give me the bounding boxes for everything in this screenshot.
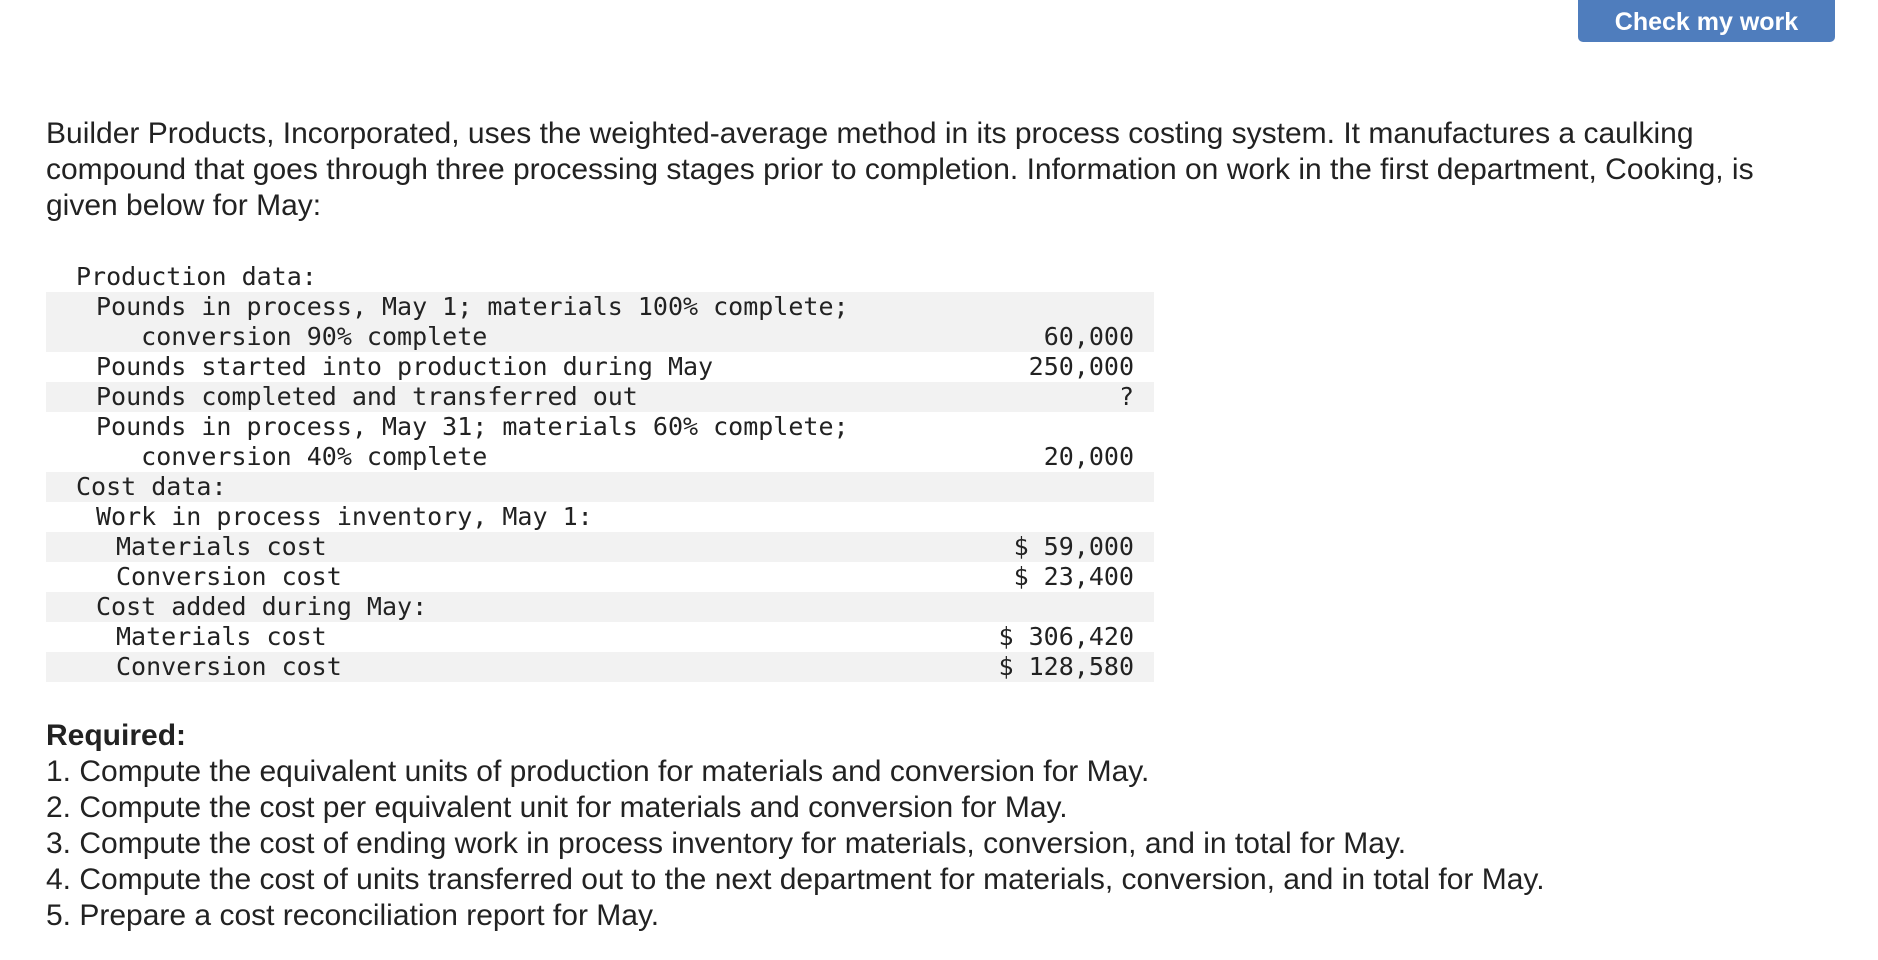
table-row-value: 250,000 [1028, 352, 1134, 381]
table-row-value: ? [1118, 382, 1134, 411]
table-row-label: Cost added during May: [96, 592, 428, 621]
table-row-label: Production data: [76, 262, 317, 291]
table-row: Pounds completed and transferred out? [46, 382, 1154, 412]
table-row-value: $ 23,400 [1013, 562, 1134, 591]
table-row-label: Cost data: [76, 472, 227, 501]
table-row: Materials cost $ 306,420 [46, 622, 1154, 652]
table-row-label: Conversion cost [116, 652, 342, 681]
table-row-label: Work in process inventory, May 1: [96, 502, 593, 531]
problem-intro-text: Builder Products, Incorporated, uses the… [46, 117, 1754, 222]
required-item: 1. Compute the equivalent units of produ… [46, 755, 1150, 788]
required-item: 2. Compute the cost per equivalent unit … [46, 791, 1068, 824]
table-row: Conversion cost $ 23,400 [46, 562, 1154, 592]
table-row: Pounds in process, May 31; materials 60%… [46, 412, 1154, 472]
table-row: Cost added during May: [46, 592, 1154, 622]
table-row: Cost data: [46, 472, 1154, 502]
table-row-label: Materials cost [116, 622, 327, 651]
required-item: 3. Compute the cost of ending work in pr… [46, 827, 1407, 860]
table-row: Materials cost $ 59,000 [46, 532, 1154, 562]
table-row: Conversion cost $ 128,580 [46, 652, 1154, 682]
table-row-label: Materials cost [116, 532, 327, 561]
required-item: 4. Compute the cost of units transferred… [46, 863, 1545, 896]
table-row-label: Pounds in process, May 31; materials 60%… [96, 412, 849, 471]
table-row: Production data: [46, 262, 1154, 292]
table-row-value: $ 306,420 [998, 622, 1134, 651]
production-cost-data-table: Production data: Pounds in process, May 1… [46, 262, 1154, 682]
required-item: 5. Prepare a cost reconciliation report … [46, 899, 660, 932]
table-row-value: 60,000 [1043, 322, 1134, 351]
table-row-label: Pounds completed and transferred out [96, 382, 638, 411]
required-heading: Required: [46, 719, 187, 752]
check-my-work-button[interactable]: Check my work [1578, 0, 1835, 42]
table-row-value: $ 128,580 [998, 652, 1134, 681]
table-row: Pounds started into production during Ma… [46, 352, 1154, 382]
table-row-label: Pounds in process, May 1; materials 100%… [96, 292, 849, 351]
required-list: 1. Compute the equivalent units of produ… [46, 754, 1816, 934]
table-row-label: Conversion cost [116, 562, 342, 591]
table-row-value: $ 59,000 [1013, 532, 1134, 561]
table-row: Pounds in process, May 1; materials 100%… [46, 292, 1154, 352]
table-row-label: Pounds started into production during Ma… [96, 352, 714, 381]
required-section: Required: 1. Compute the equivalent unit… [46, 718, 1816, 934]
table-row-value: 20,000 [1043, 442, 1134, 471]
table-row: Work in process inventory, May 1: [46, 502, 1154, 532]
